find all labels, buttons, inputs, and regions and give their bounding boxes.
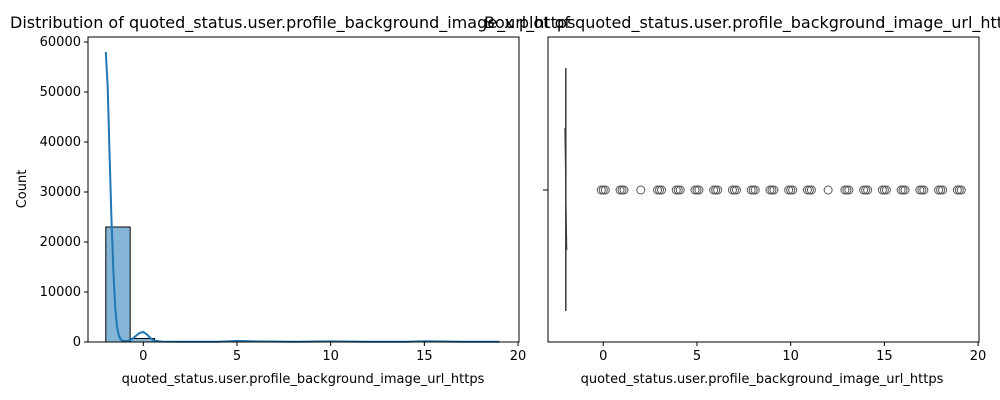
box-glyph [564, 68, 568, 311]
outlier-point [731, 185, 741, 195]
outlier-point [692, 185, 702, 195]
outlier-point [748, 185, 758, 195]
outlier-point [844, 185, 854, 195]
boxplot-panel: Box plot of quoted_status.user.profile_b… [484, 13, 1000, 387]
x-tick-label: 15 [876, 349, 893, 364]
outlier-point [879, 185, 889, 195]
x-tick-label: 10 [782, 349, 799, 364]
histogram-title: Distribution of quoted_status.user.profi… [10, 13, 575, 33]
outlier-point [694, 185, 704, 195]
y-tick-label: 20000 [40, 235, 81, 250]
boxplot-axes-frame [547, 36, 980, 343]
outlier-point [786, 185, 796, 195]
y-tick-label: 50000 [40, 85, 81, 100]
histogram-y-axis-label: Count [15, 170, 30, 209]
x-axis-ticks: 0 5 10 15 20 [139, 342, 526, 364]
histogram-bars [105, 226, 500, 343]
outlier-point [917, 185, 927, 195]
kde-curve [104, 51, 500, 343]
y-tick-label: 0 [73, 335, 81, 350]
outlier-point [673, 185, 683, 195]
outlier-point [713, 185, 723, 195]
outlier-point [656, 185, 666, 195]
boxplot-x-axis-ticks: 0 5 10 15 20 [599, 342, 986, 364]
histogram-panel: Distribution of quoted_status.user.profi… [10, 13, 575, 387]
outlier-point [788, 185, 798, 195]
outlier-point [769, 185, 779, 195]
y-tick-label: 40000 [40, 135, 81, 150]
x-tick-label: 10 [322, 349, 339, 364]
x-tick-label: 20 [510, 349, 527, 364]
y-axis-ticks: 0 10000 20000 30000 40000 50000 60000 [40, 35, 88, 350]
outlier-point [729, 185, 739, 195]
x-tick-label: 5 [693, 349, 701, 364]
x-tick-label: 15 [416, 349, 433, 364]
histogram-bar [105, 226, 131, 343]
outlier-point [919, 185, 929, 195]
x-tick-label: 20 [970, 349, 987, 364]
boxplot-x-axis-label: quoted_status.user.profile_background_im… [581, 372, 944, 387]
x-tick-label: 0 [139, 349, 147, 364]
outlier-point [938, 185, 948, 195]
outlier-point [861, 185, 871, 195]
outlier-point [804, 185, 814, 195]
outlier-point [898, 185, 908, 195]
outlier-point [636, 185, 646, 195]
boxplot-title: Box plot of quoted_status.user.profile_b… [484, 13, 1000, 33]
outlier-point [675, 185, 685, 195]
outlier-point [750, 185, 760, 195]
outlier-point [954, 185, 964, 195]
y-tick-label: 60000 [40, 35, 81, 50]
outlier-point [654, 185, 664, 195]
outlier-point [619, 185, 629, 195]
y-tick-label: 30000 [40, 185, 81, 200]
y-tick-label: 10000 [40, 285, 81, 300]
outlier-point [598, 185, 608, 195]
outlier-point [936, 185, 946, 195]
outlier-point [956, 185, 966, 195]
x-tick-label: 5 [233, 349, 241, 364]
outlier-point [842, 185, 852, 195]
x-tick-label: 0 [599, 349, 607, 364]
outlier-point [600, 185, 610, 195]
outlier-point [767, 185, 777, 195]
outlier-point [881, 185, 891, 195]
outlier-point [617, 185, 627, 195]
outlier-point [900, 185, 910, 195]
outlier-point [806, 185, 816, 195]
outlier-point [863, 185, 873, 195]
outlier-point [711, 185, 721, 195]
outlier-points [596, 185, 966, 195]
box-median [564, 127, 568, 251]
histogram-axes-frame [87, 36, 520, 343]
outlier-point [823, 185, 833, 195]
histogram-x-axis-label: quoted_status.user.profile_background_im… [122, 372, 485, 387]
